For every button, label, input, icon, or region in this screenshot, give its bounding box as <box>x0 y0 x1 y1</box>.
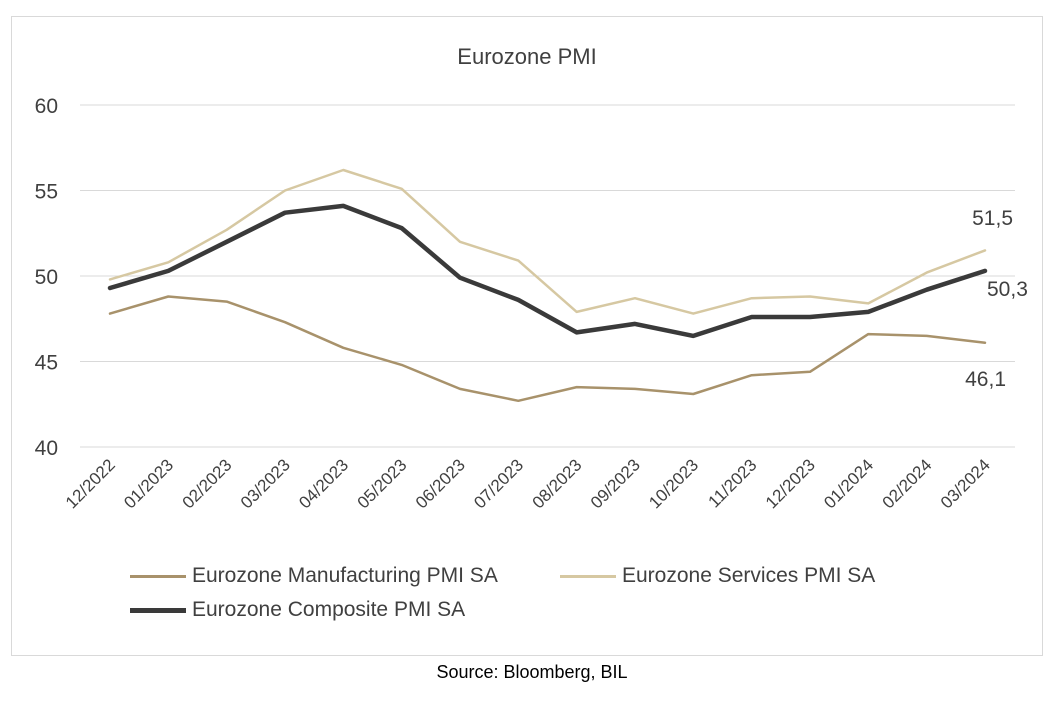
annotation-composite-last: 50,3 <box>987 278 1028 301</box>
legend-swatch-services <box>560 574 616 578</box>
x-tick-label: 02/2024 <box>879 455 936 512</box>
y-tick-label: 60 <box>35 95 58 118</box>
gridlines <box>80 104 1015 448</box>
series-line-services <box>108 168 987 315</box>
y-tick-label: 40 <box>35 437 58 460</box>
x-tick-label: 12/2022 <box>62 455 119 512</box>
legend-item-services: Eurozone Services PMI SA <box>560 564 875 588</box>
series-lines <box>107 168 988 403</box>
legend-label-composite: Eurozone Composite PMI SA <box>192 598 466 621</box>
annotation-services-last: 51,5 <box>972 207 1013 230</box>
chart-title: Eurozone PMI <box>457 44 596 69</box>
x-tick-label: 05/2023 <box>354 455 411 512</box>
x-tick-label: 11/2023 <box>704 455 760 511</box>
x-axis-ticks: 12/2022 01/2023 02/2023 03/2023 04/2023 05/20… <box>62 455 994 512</box>
y-axis-ticks: 40 45 50 55 60 <box>35 95 58 460</box>
x-tick-label: 03/2023 <box>237 455 294 512</box>
legend-label-manufacturing: Eurozone Manufacturing PMI SA <box>192 564 498 587</box>
legend-item-manufacturing: Eurozone Manufacturing PMI SA <box>130 564 498 588</box>
annotations: 51,5 50,3 46,1 <box>965 207 1028 391</box>
x-tick-label: 03/2024 <box>937 455 994 512</box>
chart-frame <box>11 16 1043 656</box>
x-tick-label: 07/2023 <box>470 455 527 512</box>
y-tick-label: 45 <box>35 352 58 375</box>
x-tick-label: 10/2023 <box>645 455 702 512</box>
series-line-composite <box>107 203 988 339</box>
series-line-manufacturing <box>108 295 987 403</box>
source-note: Source: Bloomberg, BIL <box>436 662 628 682</box>
y-tick-label: 55 <box>35 181 58 204</box>
x-tick-label: 01/2024 <box>820 455 877 512</box>
x-tick-label: 04/2023 <box>295 455 352 512</box>
x-tick-label: 08/2023 <box>529 455 586 512</box>
x-tick-label: 06/2023 <box>412 455 469 512</box>
legend-swatch-composite <box>130 607 186 613</box>
x-tick-label: 12/2023 <box>762 455 819 512</box>
x-tick-label: 09/2023 <box>587 455 644 512</box>
legend-label-services: Eurozone Services PMI SA <box>622 564 876 587</box>
legend-item-composite: Eurozone Composite PMI SA <box>130 598 465 622</box>
annotation-manufacturing-last: 46,1 <box>965 368 1006 391</box>
x-tick-label: 01/2023 <box>120 455 177 512</box>
x-tick-label: 02/2023 <box>179 455 236 512</box>
y-tick-label: 50 <box>35 266 58 289</box>
legend-swatch-manufacturing <box>130 574 186 578</box>
